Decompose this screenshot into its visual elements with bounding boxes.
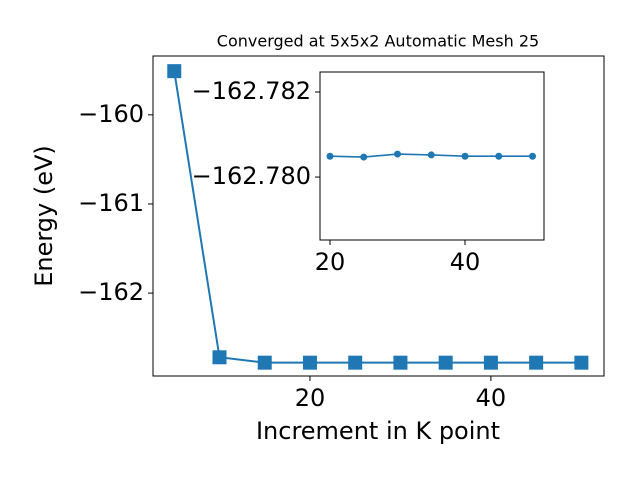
y-tick-label: −161 [78,189,144,217]
marker [427,151,435,159]
x-axis-label: Increment in K point [256,417,500,445]
marker [438,355,453,370]
marker [461,152,469,160]
x-tick-label: 20 [315,248,346,276]
marker [167,64,182,79]
marker [394,150,402,158]
marker [483,355,498,370]
marker [360,153,368,161]
x-tick-label: 40 [450,248,481,276]
marker [393,355,408,370]
y-tick-label: −162.780 [192,162,311,190]
marker [326,152,334,160]
chart-title: Converged at 5x5x2 Automatic Mesh 25 [217,32,539,51]
marker [529,355,544,370]
marker [257,355,272,370]
marker [348,355,363,370]
marker [302,355,317,370]
marker [529,152,537,160]
y-tick-label: −160 [78,100,144,128]
series-line [173,70,582,364]
x-tick-label: 40 [476,384,507,412]
y-axis-label: Energy (eV) [30,145,58,287]
marker [212,350,227,365]
marker [574,355,589,370]
y-tick-label: −162.782 [192,77,311,105]
y-tick-label: −162 [78,278,144,306]
x-tick-label: 20 [295,384,326,412]
marker [495,152,503,160]
